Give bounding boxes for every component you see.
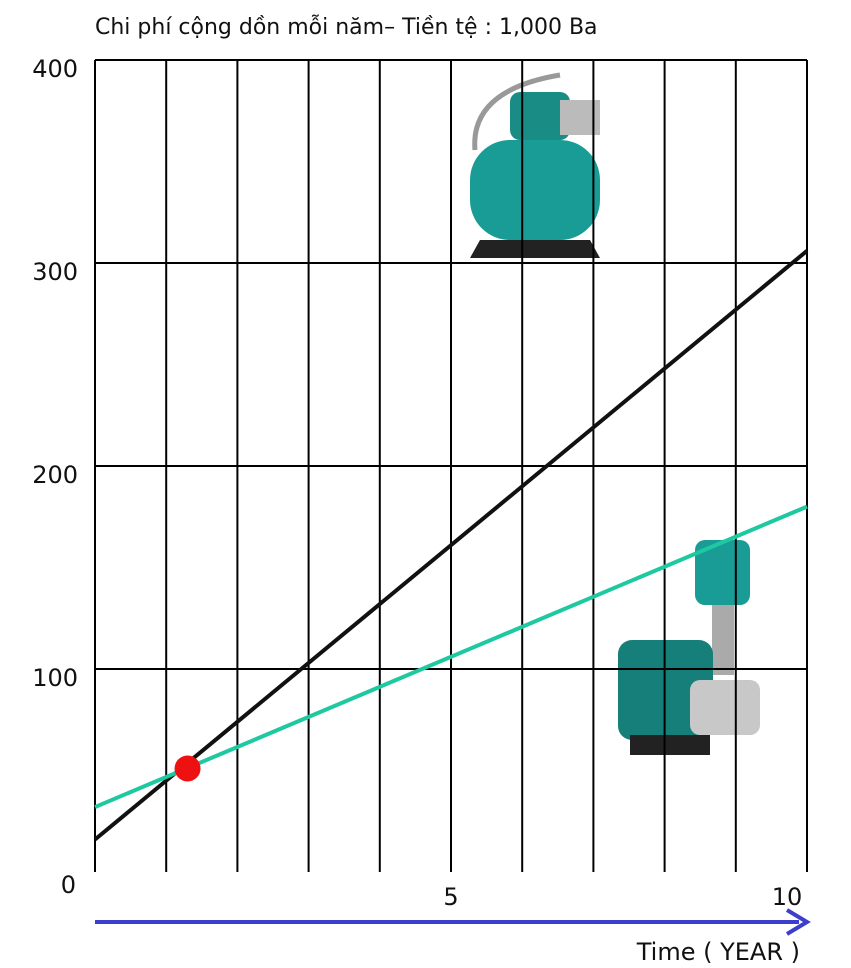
tank-pump-illustration <box>470 75 600 258</box>
y-tick-label: 200 <box>32 461 78 489</box>
y-tick-label: 400 <box>32 55 78 83</box>
y-tick-label: 100 <box>32 664 78 692</box>
y-tick-label: 0 <box>61 871 76 899</box>
x-tick-label: 10 <box>772 883 803 911</box>
y-tick-label: 300 <box>32 258 78 286</box>
intersection-point <box>175 755 201 781</box>
x-axis-label: Time ( YEAR ) <box>636 938 800 966</box>
chart: Chi phí cộng dồn mỗi năm– Tiền tệ : 1,00… <box>0 0 851 968</box>
booster-pump-illustration <box>618 540 760 755</box>
x-tick-label: 5 <box>443 883 458 911</box>
chart-title: Chi phí cộng dồn mỗi năm– Tiền tệ : 1,00… <box>95 14 598 40</box>
